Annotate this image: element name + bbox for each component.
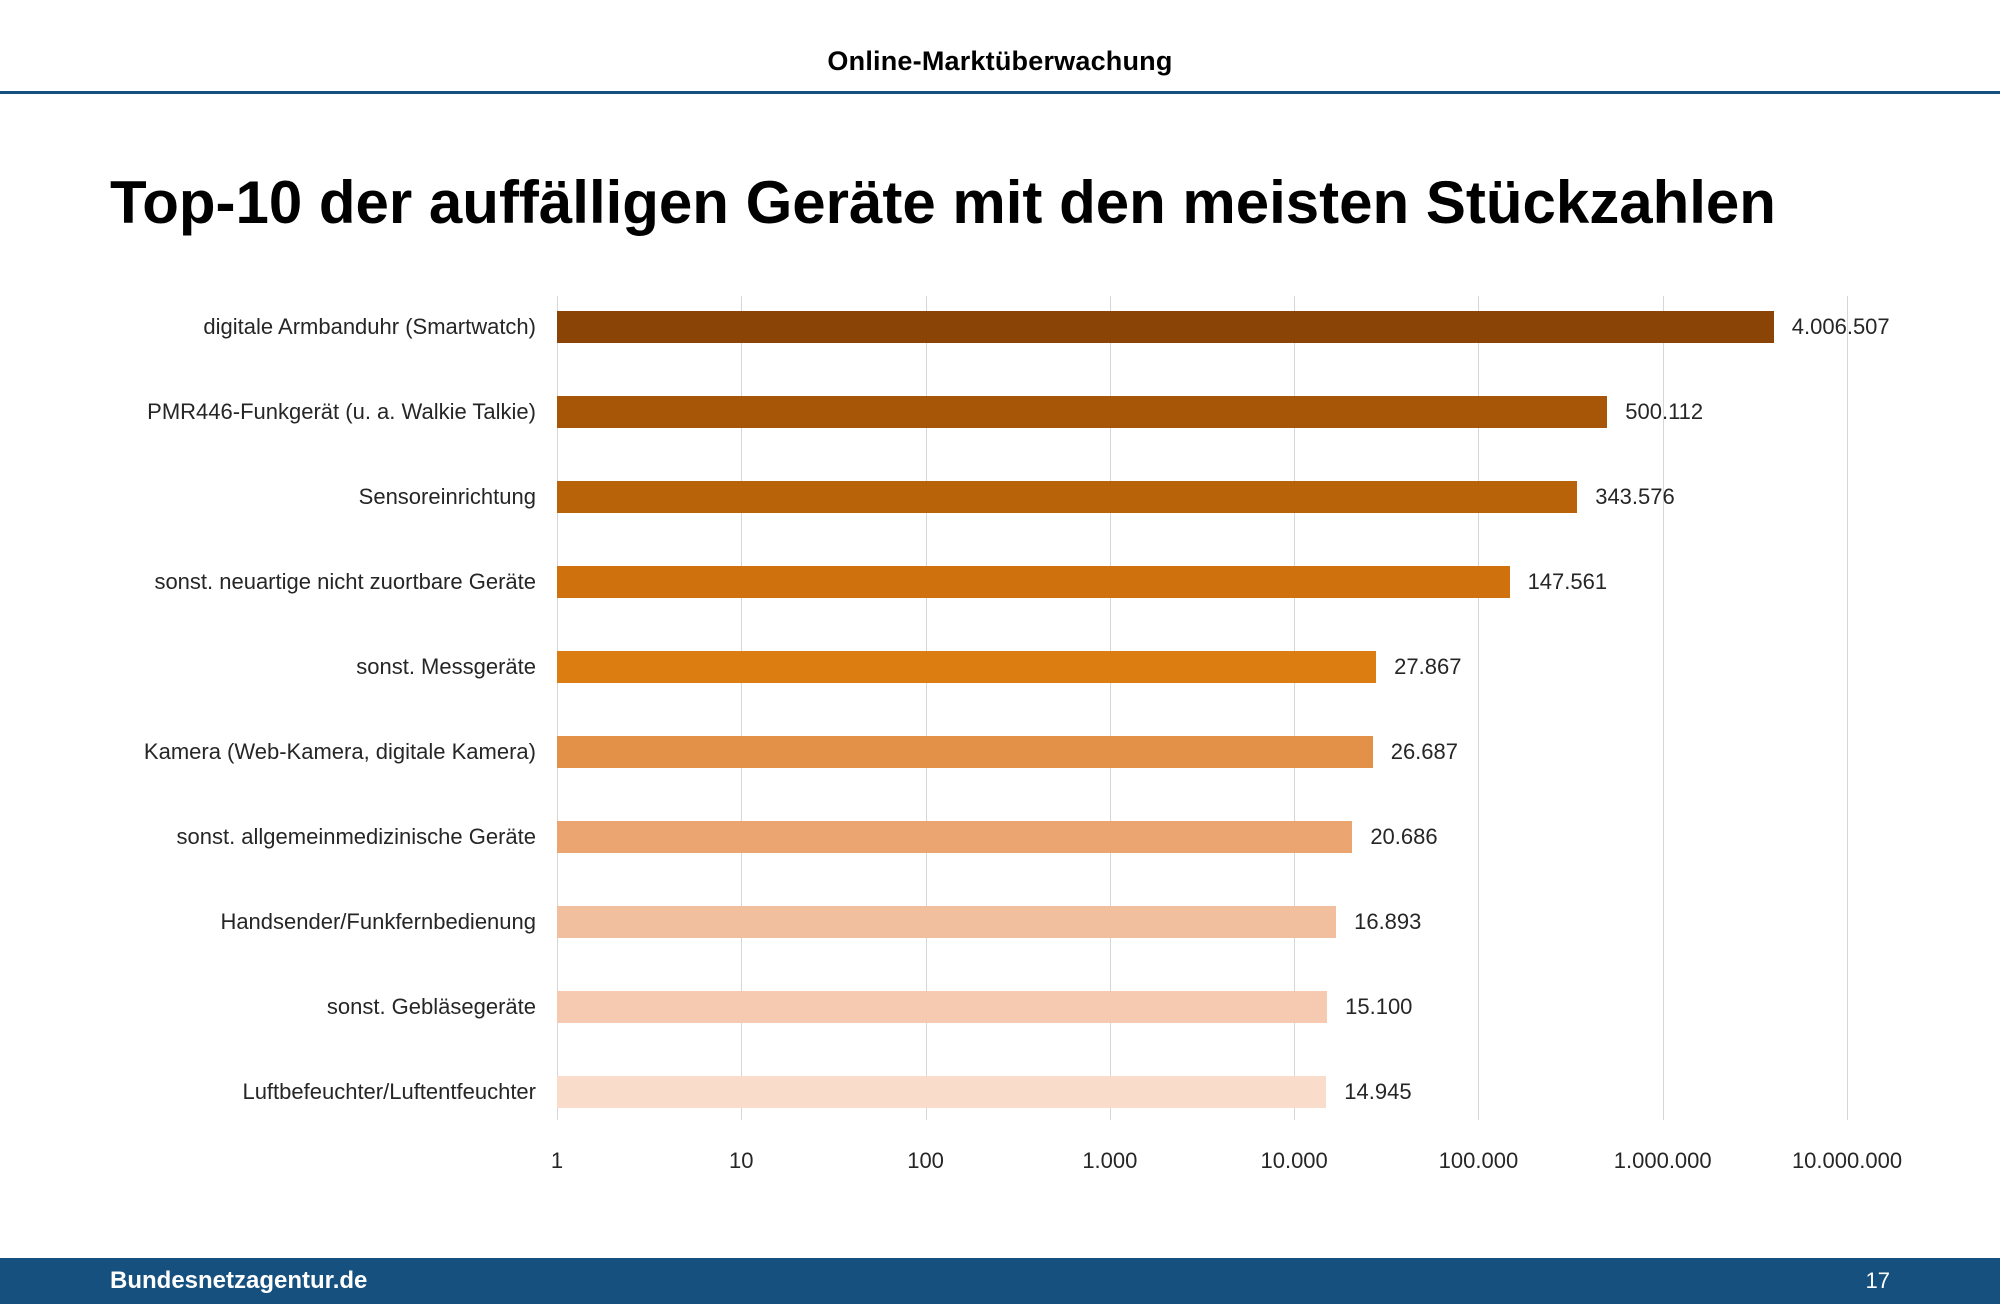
- value-label: 147.561: [1527, 569, 1608, 594]
- category-label: Kamera (Web-Kamera, digitale Kamera): [143, 739, 536, 764]
- category-label: PMR446-Funkgerät (u. a. Walkie Talkie): [147, 399, 536, 424]
- chart-gridlines: [557, 296, 1848, 1120]
- footer-site: Bundesnetzagentur.de: [110, 1267, 368, 1294]
- category-label: sonst. Messgeräte: [356, 654, 536, 679]
- value-label: 26.687: [1390, 739, 1458, 764]
- value-label: 4.006.507: [1791, 314, 1890, 339]
- category-label: Luftbefeuchter/Luftentfeuchter: [242, 1079, 536, 1104]
- slide-header: Online-Marktüberwachung: [0, 0, 2000, 94]
- value-label: 343.576: [1595, 484, 1675, 509]
- category-label: Handsender/Funkfernbedienung: [220, 909, 536, 934]
- bar: [557, 736, 1373, 768]
- bar: [557, 821, 1353, 853]
- category-label: sonst. allgemeinmedizinische Geräte: [176, 824, 536, 849]
- bar: [557, 991, 1328, 1023]
- footer-page-number: 17: [1865, 1268, 1890, 1293]
- value-label: 500.112: [1625, 399, 1704, 424]
- gridline: [1294, 296, 1296, 1120]
- value-label: 15.100: [1345, 994, 1413, 1019]
- value-label: 27.867: [1394, 654, 1462, 679]
- header-title: Online-Marktüberwachung: [827, 46, 1173, 76]
- bar: [557, 396, 1608, 428]
- bar: [557, 1076, 1327, 1108]
- gridline: [1847, 296, 1848, 1120]
- value-label: 20.686: [1370, 824, 1438, 849]
- gridline: [1109, 296, 1111, 1120]
- gridline: [741, 296, 743, 1120]
- value-label: 16.893: [1354, 909, 1422, 934]
- category-label: digitale Armbanduhr (Smartwatch): [203, 314, 536, 339]
- page-title: Top-10 der auffälligen Geräte mit den me…: [110, 169, 1776, 236]
- gridline: [557, 296, 558, 1120]
- bar: [557, 566, 1510, 598]
- gridline: [925, 296, 927, 1120]
- category-label: sonst. Gebläsegeräte: [326, 994, 536, 1019]
- bar: [557, 481, 1578, 513]
- gridline: [1478, 296, 1480, 1120]
- category-label: Sensoreinrichtung: [358, 484, 536, 509]
- gridline: [1662, 296, 1664, 1120]
- category-label: sonst. neuartige nicht zuortbare Geräte: [154, 569, 536, 594]
- value-label: 14.945: [1344, 1079, 1412, 1104]
- bar: [557, 906, 1337, 938]
- bar: [557, 311, 1774, 343]
- slide-footer: Bundesnetzagentur.de 17: [0, 1258, 2000, 1304]
- bar: [557, 651, 1377, 683]
